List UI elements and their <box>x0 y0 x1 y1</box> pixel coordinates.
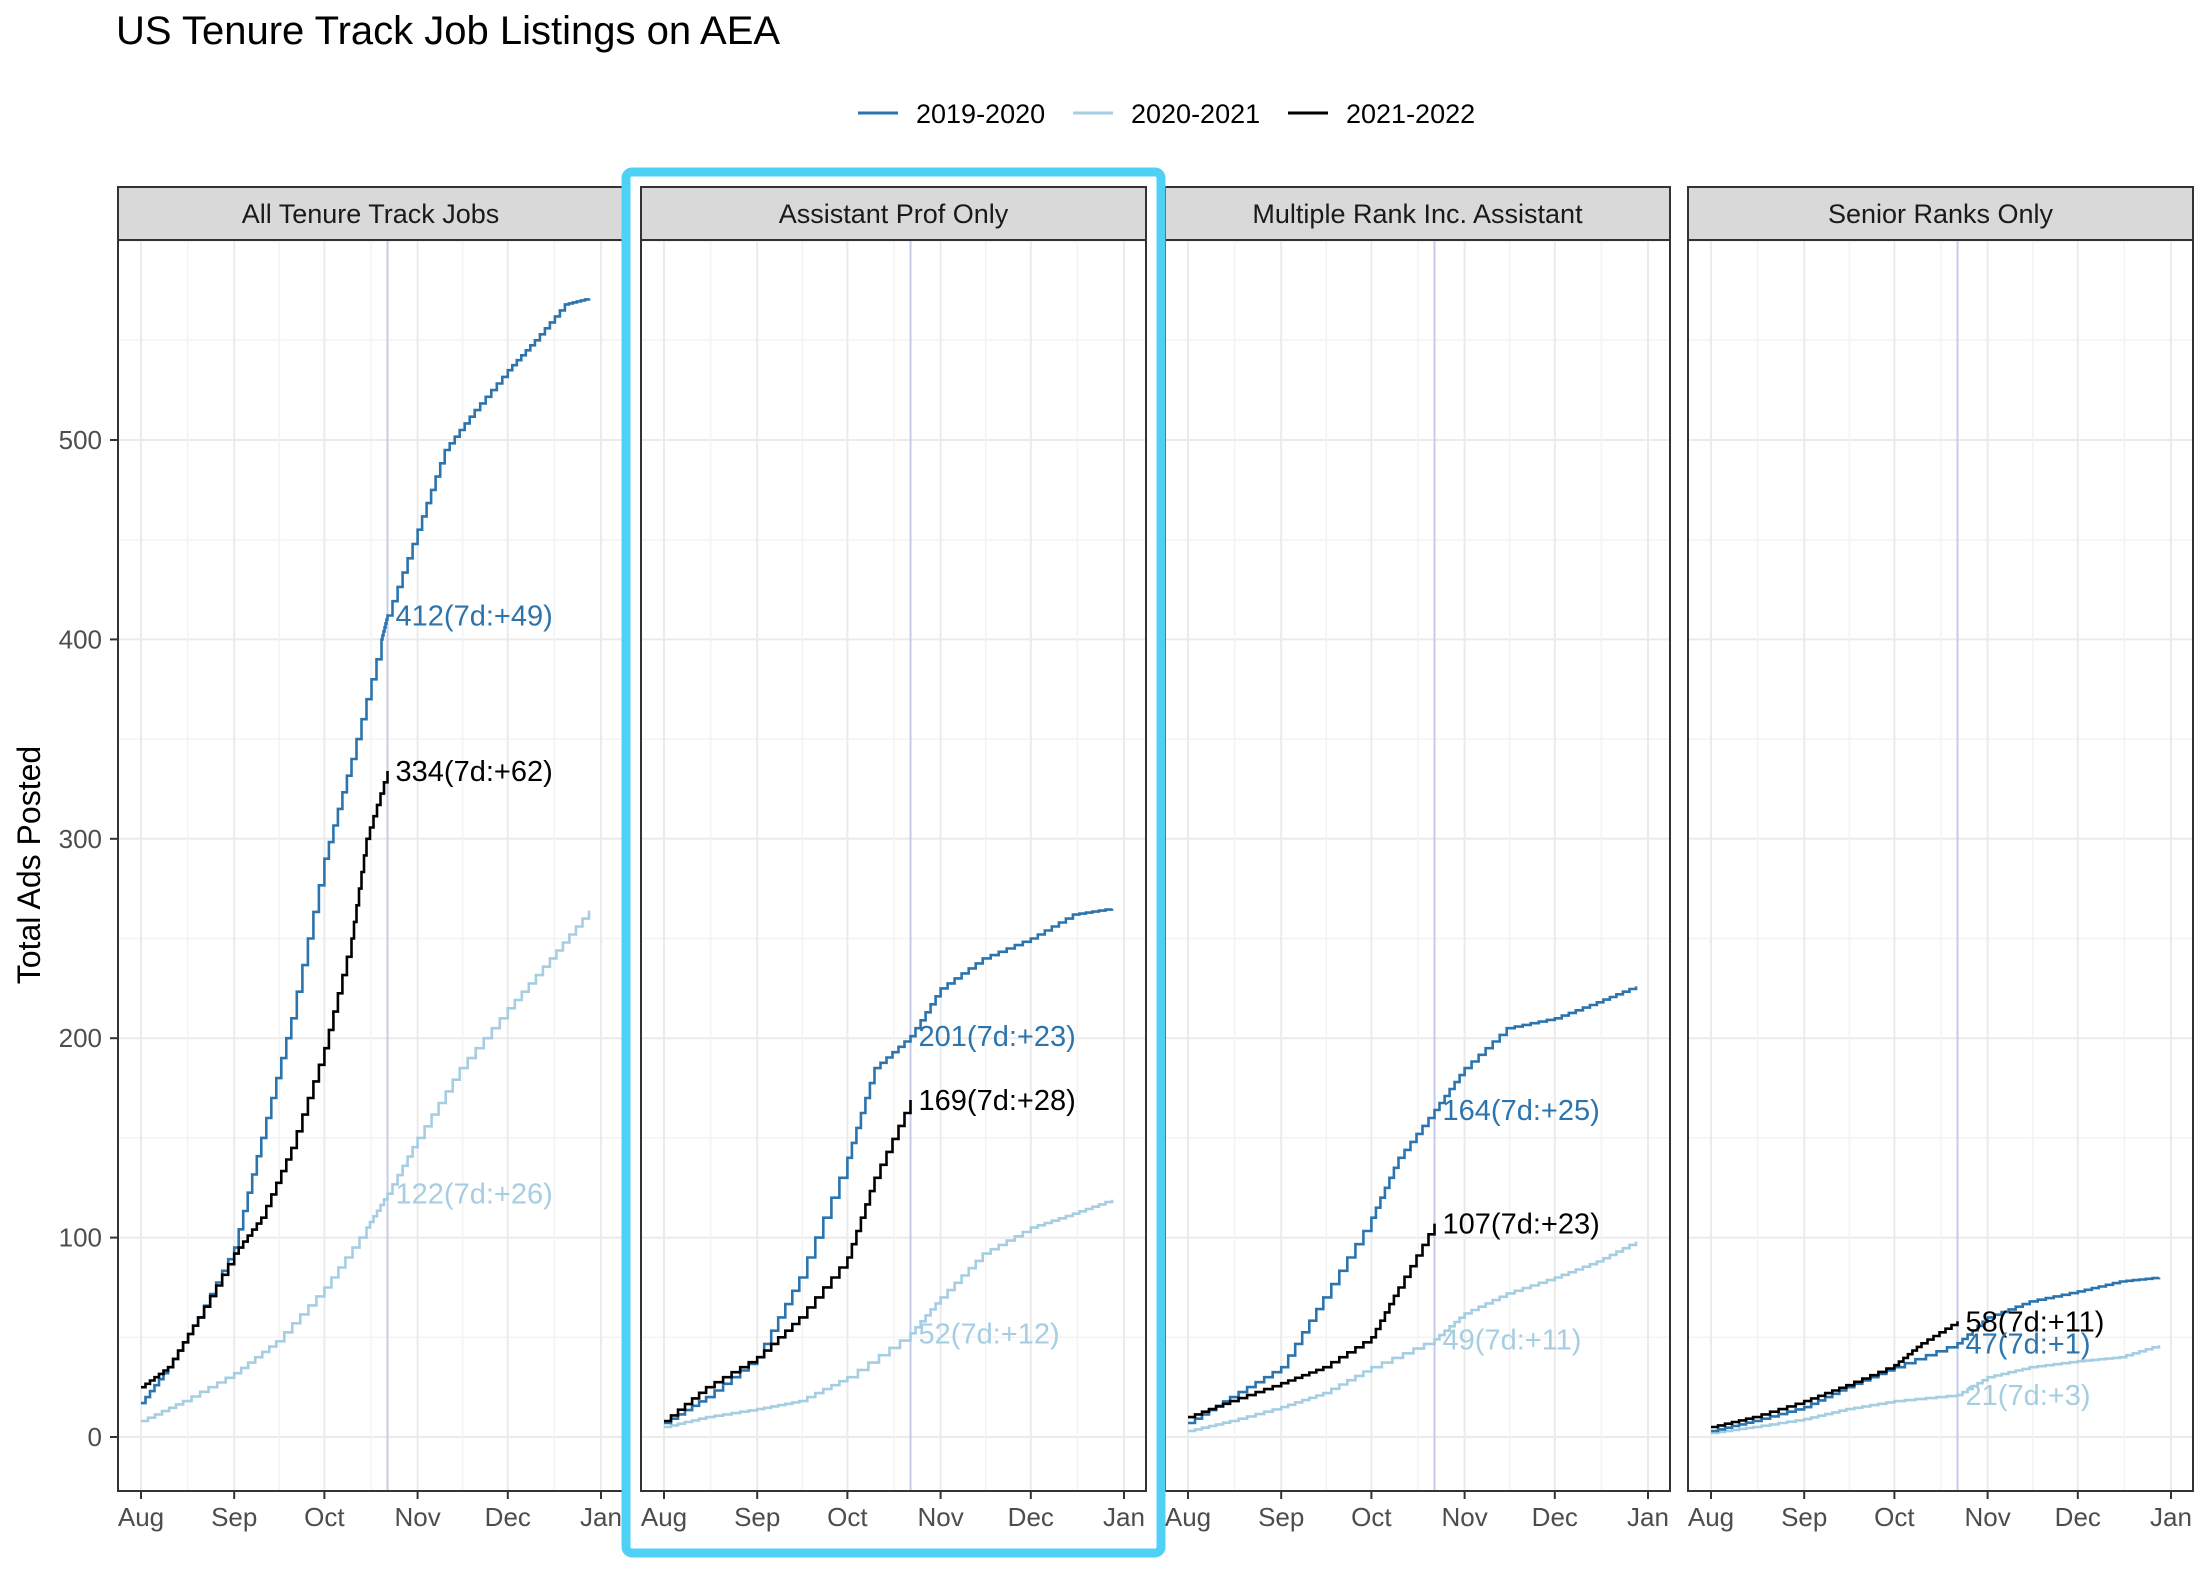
legend: 2019-2020 2020-2021 2021-2022 <box>858 99 1475 129</box>
facet-strip-label: Assistant Prof Only <box>779 199 1009 229</box>
series-line-2021-2022 <box>141 771 389 1389</box>
series-line-2019-2020 <box>141 298 591 1405</box>
x-tick-label: Oct <box>1351 1502 1392 1532</box>
x-tick-label: Sep <box>1781 1502 1827 1532</box>
data-label: 201(7d:+23) <box>919 1021 1076 1053</box>
series-line-2021-2022 <box>1711 1321 1959 1429</box>
x-tick-label: Sep <box>734 1502 780 1532</box>
series-line-2019-2020 <box>1188 986 1638 1425</box>
facet-strip-label: All Tenure Track Jobs <box>242 199 500 229</box>
data-label: 21(7d:+3) <box>1966 1380 2091 1412</box>
data-label: 49(7d:+11) <box>1443 1324 1582 1356</box>
legend-label: 2019-2020 <box>916 99 1045 129</box>
data-label: 164(7d:+25) <box>1443 1095 1600 1127</box>
facet-strip <box>640 186 1147 241</box>
series-line-2020-2021 <box>141 910 591 1423</box>
series-line-2019-2020 <box>1711 1276 2161 1433</box>
series-line-2020-2021 <box>1711 1345 2161 1435</box>
x-tick-label: Aug <box>1688 1502 1734 1532</box>
series-line-2020-2021 <box>1188 1241 1638 1433</box>
facet-strip-label: Multiple Rank Inc. Assistant <box>1252 199 1583 229</box>
panel-border <box>640 239 1147 1492</box>
x-tick-label: Nov <box>394 1502 440 1532</box>
x-tick-label: Jan <box>2150 1502 2192 1532</box>
data-label: 47(7d:+1) <box>1966 1328 2091 1360</box>
data-label: 334(7d:+62) <box>396 756 553 788</box>
y-tick-label: 300 <box>59 824 102 854</box>
data-label: 169(7d:+28) <box>919 1085 1076 1117</box>
facet-panel: All Tenure Track Jobs 412(7d:+49) 334(7d:+… <box>117 186 624 1532</box>
x-tick-label: Jan <box>580 1502 622 1532</box>
x-tick-label: Sep <box>211 1502 257 1532</box>
x-tick-label: Nov <box>917 1502 963 1532</box>
facet-panel: Multiple Rank Inc. Assistant 164(7d:+25) 1… <box>1164 186 1671 1532</box>
x-tick-label: Nov <box>1964 1502 2010 1532</box>
x-tick-label: Dec <box>1532 1502 1578 1532</box>
x-tick-label: Jan <box>1103 1502 1145 1532</box>
facet-strip-label: Senior Ranks Only <box>1828 199 2054 229</box>
highlight-box <box>621 167 1166 1558</box>
data-label: 122(7d:+26) <box>396 1179 553 1211</box>
x-tick-label: Oct <box>1874 1502 1915 1532</box>
facet-panels: 0 100 200 300 400 500 All Tenure Track Jobs 412… <box>59 186 2194 1532</box>
panel-border <box>1687 239 2194 1492</box>
x-tick-label: Oct <box>827 1502 868 1532</box>
x-tick-label: Dec <box>2055 1502 2101 1532</box>
y-tick-label: 400 <box>59 624 102 654</box>
x-tick-label: Oct <box>304 1502 345 1532</box>
x-tick-label: Nov <box>1441 1502 1487 1532</box>
y-tick-label: 0 <box>88 1422 102 1452</box>
data-label: 58(7d:+11) <box>1966 1306 2105 1338</box>
x-tick-label: Aug <box>1165 1502 1211 1532</box>
facet-strip <box>1687 186 2194 241</box>
series-line-2021-2022 <box>664 1100 912 1423</box>
y-tick-label: 500 <box>59 425 102 455</box>
x-tick-label: Aug <box>641 1502 687 1532</box>
x-tick-label: Dec <box>485 1502 531 1532</box>
x-tick-label: Aug <box>118 1502 164 1532</box>
y-tick-label: 100 <box>59 1223 102 1253</box>
facet-panel: Assistant Prof Only 201(7d:+23) 169(7d:+28… <box>640 186 1147 1532</box>
series-line-2020-2021 <box>664 1199 1114 1429</box>
facet-strip <box>117 186 624 241</box>
data-label: 412(7d:+49) <box>396 600 553 632</box>
x-tick-label: Dec <box>1008 1502 1054 1532</box>
x-tick-label: Jan <box>1627 1502 1669 1532</box>
data-label: 52(7d:+12) <box>919 1318 1060 1350</box>
x-tick-label: Sep <box>1258 1502 1304 1532</box>
legend-label: 2020-2021 <box>1131 99 1260 129</box>
facet-panel: Senior Ranks Only 58(7d:+11)47(7d:+1) 21(7… <box>1687 186 2194 1532</box>
y-axis-label: Total Ads Posted <box>11 746 47 984</box>
y-tick-label: 200 <box>59 1023 102 1053</box>
chart-title: US Tenure Track Job Listings on AEA <box>116 9 780 53</box>
legend-label: 2021-2022 <box>1346 99 1475 129</box>
data-label: 107(7d:+23) <box>1443 1209 1600 1241</box>
series-line-2021-2022 <box>1188 1223 1436 1419</box>
